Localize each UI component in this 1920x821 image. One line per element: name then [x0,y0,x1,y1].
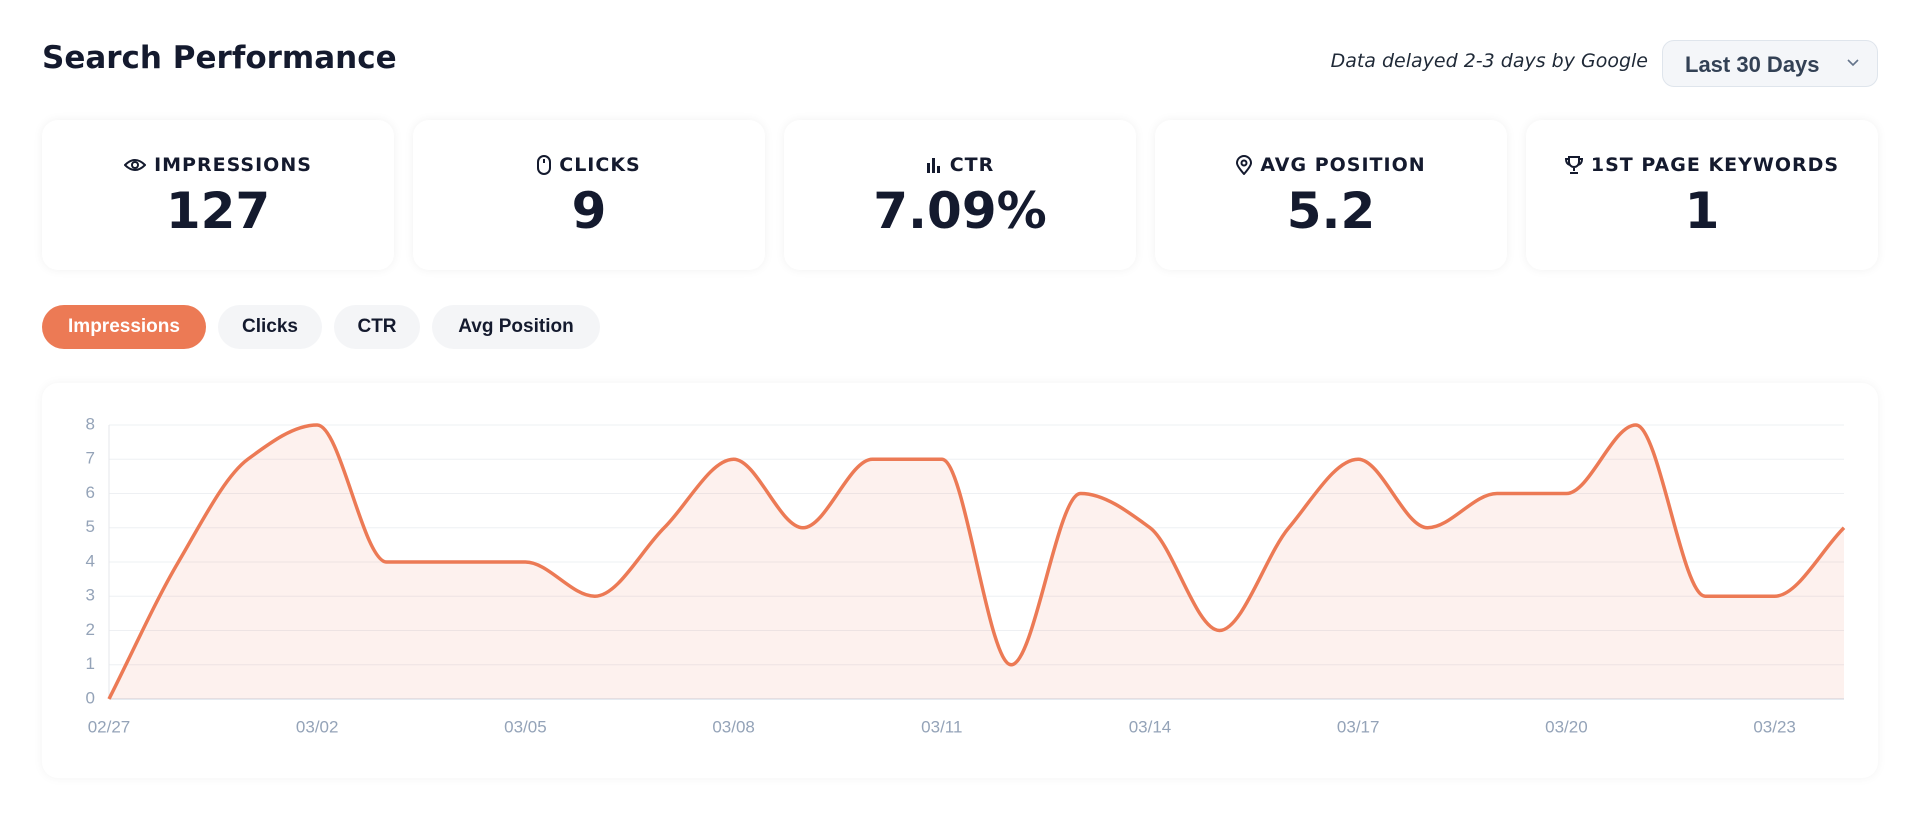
y-tick-label: 2 [86,620,95,639]
stat-label: CLICKS [559,154,641,176]
stat-value: 7.09% [873,182,1047,240]
y-tick-label: 3 [86,586,95,605]
chevron-icon [1847,59,1859,67]
stat-card: CLICKS 9 [413,120,765,270]
data-note: Data delayed 2-3 days by Google [1330,50,1648,72]
x-tick-label: 03/20 [1545,717,1588,736]
stat-label: IMPRESSIONS [154,154,312,176]
line [107,423,1846,700]
metric-tab[interactable]: CTR [334,305,420,349]
y-tick-label: 1 [86,654,95,673]
pin-icon [1236,155,1253,175]
stat-card: IMPRESSIONS 127 [42,120,394,270]
stat-value: 5.2 [1286,182,1376,240]
metric-tab[interactable]: Avg Position [432,305,600,349]
bar-icon [926,158,940,173]
metric-tab[interactable]: Clicks [218,305,322,349]
x-tick-label: 03/02 [296,717,339,736]
stat-card: CTR 7.09% [784,120,1136,270]
range-dropdown[interactable]: Last 30 Days [1662,40,1878,87]
eye-icon [124,159,147,171]
y-tick-label: 4 [86,551,95,570]
x-tick-label: 03/23 [1753,717,1796,736]
stat-value: 9 [571,182,607,240]
page-title: Search Performance [42,40,397,76]
stat-value: 1 [1684,182,1720,240]
trophy-icon [1564,156,1583,174]
y-tick-label: 6 [86,483,95,502]
stat-card: AVG POSITION 5.2 [1155,120,1507,270]
stat-label: AVG POSITION [1260,154,1426,176]
stat-label: 1ST PAGE KEYWORDS [1590,154,1840,176]
x-tick-label: 02/27 [88,717,131,736]
chart-card: 0 1 2 3 4 5 6 7 8 02/27 03/02 03/05 03/08 03/11 03/14 0… [42,383,1878,778]
y-tick-label: 8 [86,414,95,433]
x-tick-label: 03/08 [712,717,755,736]
x-tick-label: 03/11 [921,717,962,736]
x-tick-label: 03/17 [1337,717,1380,736]
x-tick-label: 03/05 [504,717,547,736]
chart: 0 1 2 3 4 5 6 7 8 02/27 03/02 03/05 03/08 03/11 03/14 0… [86,414,1846,736]
stat-card: 1ST PAGE KEYWORDS 1 [1526,120,1878,270]
y-tick-label: 7 [86,449,95,468]
y-tick-label: 0 [86,688,95,707]
y-tick-label: 5 [86,517,95,536]
x-tick-label: 03/14 [1129,717,1172,736]
metric-tab[interactable]: Impressions [42,305,206,349]
stat-label: CTR [949,154,995,176]
range-label: Last 30 Days [1685,52,1820,77]
stat-value: 127 [165,182,271,240]
mouse-icon [537,155,552,175]
